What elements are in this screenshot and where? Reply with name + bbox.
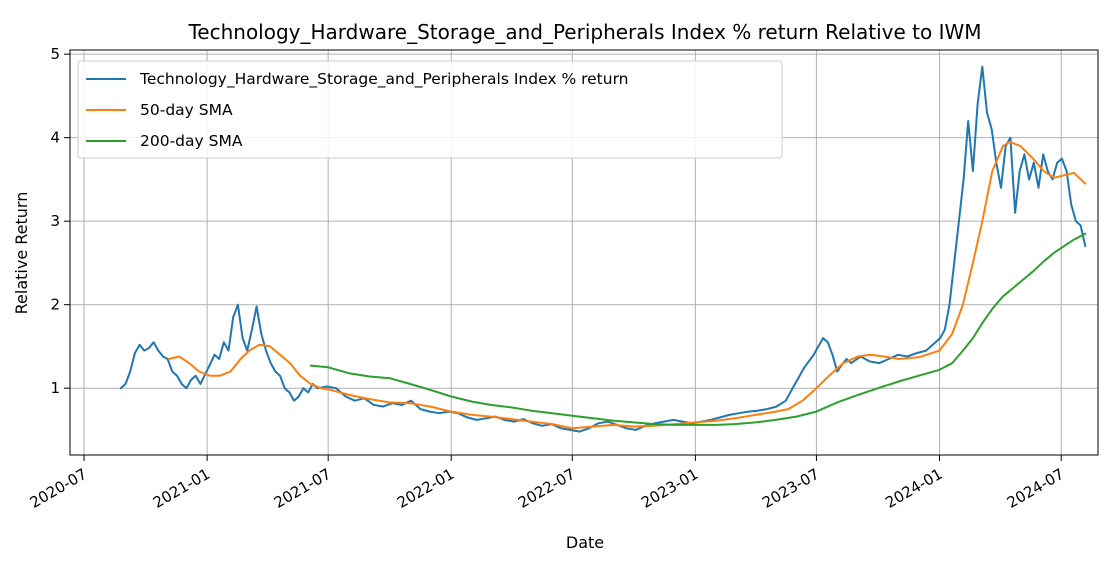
x-tick-label: 2021-07: [271, 465, 334, 512]
series-line-0: [119, 65, 1087, 433]
legend-label-2: 200-day SMA: [140, 132, 243, 150]
series-line-2: [309, 232, 1087, 426]
y-tick-label: 5: [50, 45, 60, 63]
x-tick-label: 2023-07: [759, 465, 822, 512]
series-layer: [119, 65, 1087, 433]
x-tick-label: 2021-01: [150, 465, 213, 512]
plot-frame: [69, 49, 1099, 456]
legend-label-1: 50-day SMA: [140, 101, 233, 119]
y-tick-label: 3: [50, 212, 60, 230]
x-tick-label: 2022-01: [394, 465, 457, 512]
y-tick-label: 2: [50, 296, 60, 314]
y-axis: 1 2 3 4 5: [50, 45, 70, 397]
x-tick-label: 2020-07: [27, 465, 90, 512]
x-tick-label: 2023-01: [638, 465, 701, 512]
x-tick-label: 2022-07: [515, 465, 578, 512]
chart-title: Technology_Hardware_Storage_and_Peripher…: [187, 20, 981, 44]
legend: Technology_Hardware_Storage_and_Peripher…: [77, 60, 783, 159]
x-axis: 2020-07 2021-01 2021-07 2022-01 2022-07 2023-…: [27, 455, 1067, 512]
y-tick-label: 1: [50, 379, 60, 397]
x-axis-title: Date: [566, 533, 604, 552]
legend-box: [77, 60, 783, 159]
legend-label-0: Technology_Hardware_Storage_and_Peripher…: [139, 70, 629, 89]
y-tick-label: 4: [50, 129, 60, 147]
x-tick-label: 2024-01: [882, 465, 945, 512]
y-axis-title: Relative Return: [12, 192, 31, 315]
x-tick-label: 2024-07: [1004, 465, 1067, 512]
series-line-1: [168, 140, 1087, 430]
